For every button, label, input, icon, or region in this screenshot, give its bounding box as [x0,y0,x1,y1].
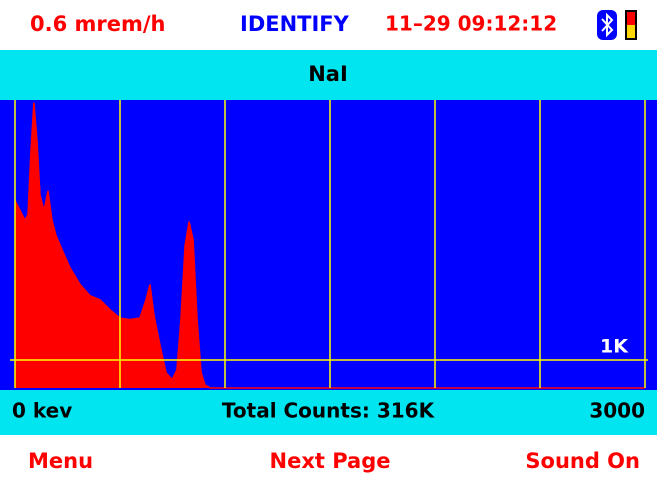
x-min-label: 0 kev [12,399,72,423]
menu-button[interactable]: Menu [28,449,93,473]
spectrum: 1K [10,100,648,389]
detector-bar [0,50,657,100]
status-bar [0,0,657,50]
detector: NaI [308,62,348,86]
y-tick-label: 1K [600,336,629,358]
mode: IDENTIFY [240,12,350,36]
next-page-button[interactable]: Next Page [270,449,391,473]
dose-rate: 0.6 mrem/h [30,12,166,36]
sound-button[interactable]: Sound On [525,449,640,473]
battery-icon [625,10,637,40]
total-counts: Total Counts: 316K [222,399,436,423]
datetime: 11–29 09:12:12 [385,12,557,36]
bluetooth-icon [597,10,617,40]
info-bar [0,390,657,435]
x-max-label: 3000 [589,399,645,423]
